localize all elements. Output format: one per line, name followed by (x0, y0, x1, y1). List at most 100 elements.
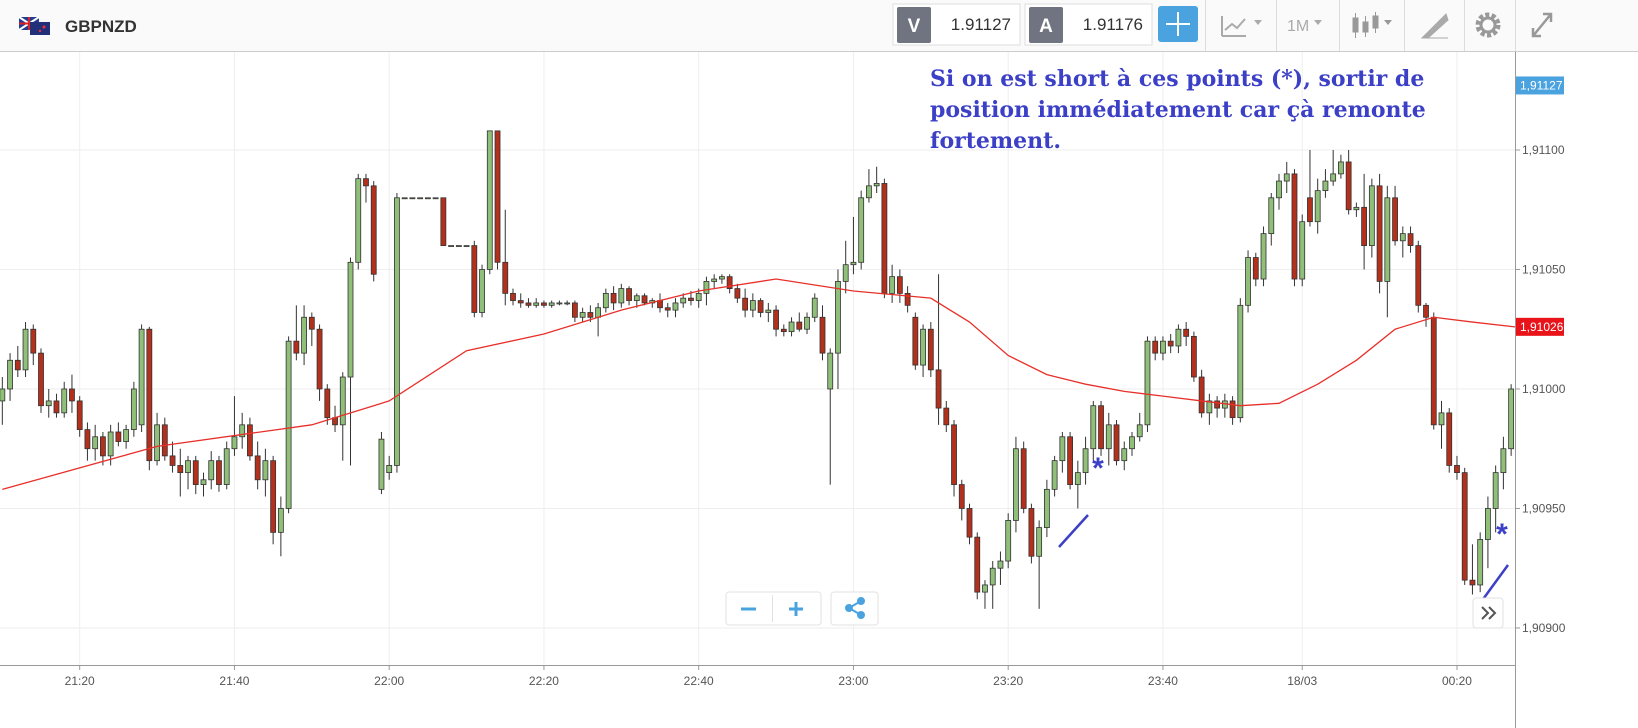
candle-body (208, 460, 215, 481)
x-tick-label: 23:20 (993, 674, 1023, 688)
candle-body (1430, 316, 1437, 426)
candle-body (401, 197, 408, 200)
candle-body (835, 281, 841, 354)
candle-body (1322, 180, 1329, 192)
candle-body (45, 400, 52, 407)
candle-body (1353, 206, 1360, 211)
candle-body (703, 281, 710, 294)
candle-body (796, 321, 803, 330)
candle-body (873, 183, 880, 187)
annotations: Si on est short à ces points (*), sortir… (930, 66, 1508, 551)
crosshair-icon (1166, 12, 1190, 36)
candle-body (53, 400, 60, 414)
candle-body (881, 183, 888, 294)
ask-label: A (1039, 16, 1053, 37)
candle-body (695, 292, 702, 301)
candle-body (1074, 472, 1081, 485)
candle-body (819, 316, 826, 354)
candle-body (533, 302, 540, 306)
scroll-end-button[interactable] (1472, 597, 1504, 629)
candle-body (1252, 257, 1259, 280)
candle-body (1283, 173, 1290, 182)
candle-body (982, 584, 988, 593)
candle-body (185, 460, 191, 474)
candle-body (1469, 579, 1476, 586)
candle-body (1392, 197, 1398, 242)
candle-body (1098, 405, 1104, 450)
candle-body (1299, 221, 1306, 280)
candle-body (1129, 436, 1135, 450)
symbol: GBPNZD (65, 17, 137, 36)
share-button[interactable] (845, 597, 865, 619)
y-tick-label: 1,90950 (1522, 501, 1566, 515)
candle-body (896, 276, 903, 294)
settings-button[interactable] (1475, 12, 1501, 38)
candle-body (154, 424, 160, 462)
candle-body (161, 424, 168, 457)
candle-body (1500, 448, 1507, 474)
candle-style-button[interactable] (1352, 12, 1392, 38)
candle-body (1245, 257, 1251, 306)
timeframe[interactable]: 1M (1287, 18, 1309, 35)
candle-body (1113, 424, 1120, 462)
candle-body (1036, 527, 1043, 557)
candle-body (618, 288, 625, 304)
candle-body (1229, 400, 1236, 419)
candle-body (1121, 448, 1128, 462)
ask-price: 1.91176 (1083, 15, 1143, 34)
candle-body (765, 309, 772, 313)
candle-body (1291, 173, 1298, 280)
candle-body (14, 359, 21, 371)
candle-body (494, 130, 501, 263)
candle-body (1260, 233, 1267, 280)
candle-body (1376, 185, 1383, 282)
bid-label-bg (897, 7, 931, 43)
candle-body (1237, 304, 1244, 419)
candle-body (169, 455, 176, 466)
candle-body (633, 295, 640, 301)
candle-body (989, 567, 996, 586)
price-tag-label: 1,91026 (1520, 320, 1564, 334)
candle-body (107, 431, 114, 457)
candle-body (1190, 335, 1197, 378)
candle-body (463, 245, 470, 247)
candle-body (84, 429, 91, 450)
candle-body (564, 302, 571, 305)
moving-average (2, 278, 1516, 490)
price-tag (1516, 76, 1564, 95)
bid-price: 1.91127 (951, 15, 1011, 34)
chart-type-button[interactable] (1221, 16, 1262, 37)
draw-tool-button[interactable] (1420, 13, 1449, 39)
candle-body (997, 560, 1004, 569)
candle-body (293, 340, 300, 354)
candle-body (571, 302, 578, 318)
candle-body (1167, 340, 1174, 347)
plot-area: 1,91127 1,91026 (0, 76, 1564, 609)
fullscreen-button[interactable] (1531, 12, 1553, 38)
candle-body (502, 261, 509, 294)
candle-body (927, 328, 934, 371)
candle-body (1446, 412, 1453, 466)
candle-body (130, 388, 137, 430)
candle-body (192, 460, 199, 485)
candle-body (324, 388, 331, 419)
y-tick-label: 1,91100 (1522, 143, 1565, 157)
candle-body (270, 460, 277, 533)
candle-body (866, 185, 872, 199)
candle-body (1492, 472, 1499, 509)
header-bar (0, 0, 1638, 51)
zoom-controls (725, 591, 879, 626)
candle-body (448, 245, 454, 247)
candle-body (517, 300, 524, 304)
candle-body (339, 376, 346, 426)
candle-body (30, 328, 37, 354)
candle-body (355, 178, 362, 263)
candle-body (363, 178, 369, 187)
y-tick-label: 1,91050 (1522, 262, 1566, 276)
candle-body (285, 340, 292, 509)
candle-body (432, 197, 439, 200)
candle-body (115, 431, 122, 442)
candle-body (626, 288, 632, 301)
zoom-in-button[interactable] (789, 602, 803, 616)
